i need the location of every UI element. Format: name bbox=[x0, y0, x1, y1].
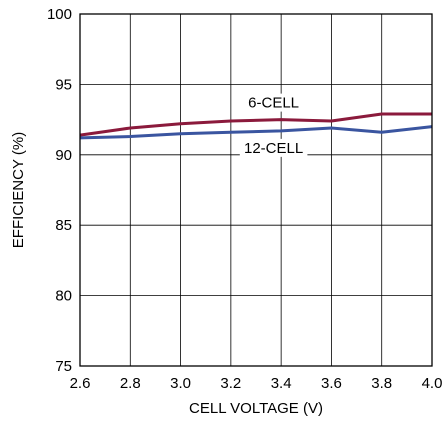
series-lines bbox=[79, 112, 433, 140]
plot-frame bbox=[79, 13, 433, 367]
x-axis-label: CELL VOLTAGE (V) bbox=[189, 400, 323, 417]
x-tick-label: 3.6 bbox=[321, 375, 342, 392]
y-tick-label: 90 bbox=[55, 147, 72, 164]
series-label: 6-CELL bbox=[248, 95, 299, 112]
y-axis-label: EFFICIENCY (%) bbox=[10, 132, 27, 248]
series-line-12-cell bbox=[79, 125, 433, 140]
x-tick-label: 3.0 bbox=[170, 375, 191, 392]
series-label-bg bbox=[244, 93, 303, 112]
series-labels: 6-CELL 12-CELL bbox=[239, 93, 308, 157]
x-tick-label: 3.4 bbox=[271, 375, 292, 392]
y-tick-label: 80 bbox=[55, 288, 72, 305]
x-tick-label: 3.8 bbox=[371, 375, 392, 392]
y-tick-label: 100 bbox=[47, 6, 72, 23]
tick-labels: 2.6 2.8 3.0 3.2 3.4 3.6 3.8 4.0 75 80 85 90 95 100 bbox=[47, 6, 442, 392]
y-tick-label: 85 bbox=[55, 217, 72, 234]
series-line-6-cell bbox=[79, 112, 432, 137]
grid bbox=[79, 13, 433, 367]
x-tick-label: 2.8 bbox=[120, 375, 141, 392]
x-tick-label: 2.6 bbox=[70, 375, 91, 392]
series-label: 12-CELL bbox=[244, 140, 303, 157]
y-tick-label: 75 bbox=[55, 358, 72, 375]
x-tick-label: 4.0 bbox=[422, 375, 443, 392]
x-tick-label: 3.2 bbox=[220, 375, 241, 392]
series-label-bg bbox=[239, 138, 308, 157]
y-tick-label: 95 bbox=[55, 76, 72, 93]
